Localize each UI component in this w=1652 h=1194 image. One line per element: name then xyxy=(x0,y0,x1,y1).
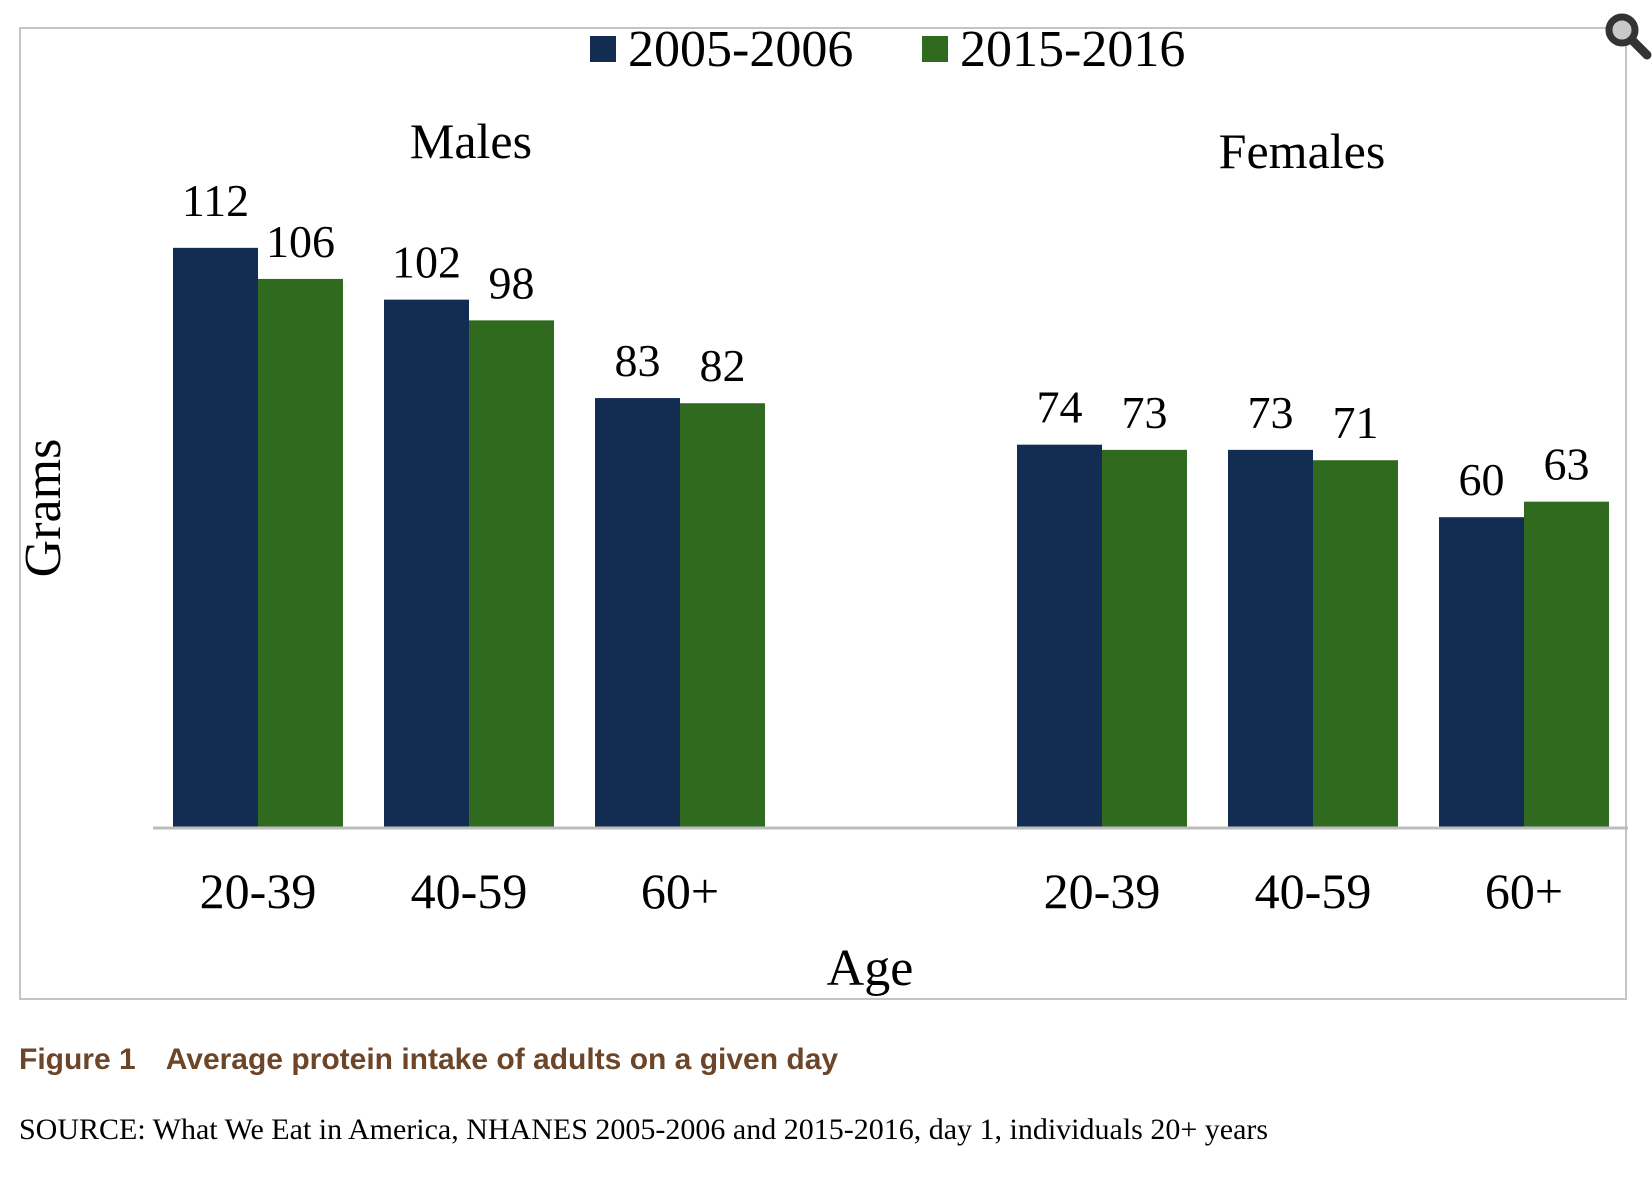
data-label: 71 xyxy=(1333,397,1379,448)
x-tick-label: 40-59 xyxy=(1255,863,1372,919)
group-label-females: Females xyxy=(1219,123,1386,179)
data-label: 63 xyxy=(1544,439,1590,490)
x-axis-title: Age xyxy=(827,940,914,997)
chart-frame xyxy=(19,27,1627,1000)
data-label: 112 xyxy=(182,175,249,226)
data-label: 74 xyxy=(1037,382,1083,433)
source-note: SOURCE: What We Eat in America, NHANES 2… xyxy=(19,1113,1269,1146)
bar-females-60+-2005-2006 xyxy=(1439,517,1524,828)
x-tick-label: 60+ xyxy=(1485,863,1563,919)
figure-label: Figure 1 xyxy=(19,1043,136,1076)
bar-chart: 112 106 20-39 102 98 40-59 83 82 60+ 74 73 20-39 73 7… xyxy=(15,21,1628,997)
y-axis-title: Grams xyxy=(15,439,72,578)
data-label: 60 xyxy=(1459,454,1505,505)
bar-males-20-39-2005-2006 xyxy=(173,247,258,829)
x-tick-label: 40-59 xyxy=(411,863,528,919)
bar-females-40-59-2015-2016 xyxy=(1313,460,1398,828)
data-label: 106 xyxy=(266,216,335,267)
magnifier-icon[interactable] xyxy=(1602,10,1652,62)
group-label-males: Males xyxy=(410,113,532,169)
bar-females-60+-2015-2016 xyxy=(1524,501,1609,828)
data-label: 83 xyxy=(615,335,661,386)
data-label: 102 xyxy=(392,237,461,288)
x-tick-label: 20-39 xyxy=(1044,863,1161,919)
figure-caption: Figure 1 Average protein intake of adults… xyxy=(19,1043,838,1077)
legend-swatch-2005-2006 xyxy=(590,36,616,62)
data-label: 73 xyxy=(1248,387,1294,438)
bar-females-40-59-2005-2006 xyxy=(1228,449,1313,828)
x-tick-label: 60+ xyxy=(641,863,719,919)
bar-females-20-39-2005-2006 xyxy=(1017,444,1102,828)
legend-label-2015-2016: 2015-2016 xyxy=(960,21,1185,78)
bar-females-20-39-2015-2016 xyxy=(1102,449,1187,828)
data-label: 82 xyxy=(700,340,746,391)
figure-title: Average protein intake of adults on a gi… xyxy=(165,1043,839,1076)
data-label: 98 xyxy=(489,257,535,308)
data-label: 73 xyxy=(1122,387,1168,438)
bar-males-20-39-2015-2016 xyxy=(258,278,343,828)
bar-males-40-59-2015-2016 xyxy=(469,320,554,828)
legend-swatch-2015-2016 xyxy=(922,36,948,62)
bar-males-40-59-2005-2006 xyxy=(384,299,469,828)
x-tick-label: 20-39 xyxy=(200,863,317,919)
legend-label-2005-2006: 2005-2006 xyxy=(628,21,853,78)
bar-males-60+-2005-2006 xyxy=(595,398,680,828)
bar-males-60+-2015-2016 xyxy=(680,403,765,828)
